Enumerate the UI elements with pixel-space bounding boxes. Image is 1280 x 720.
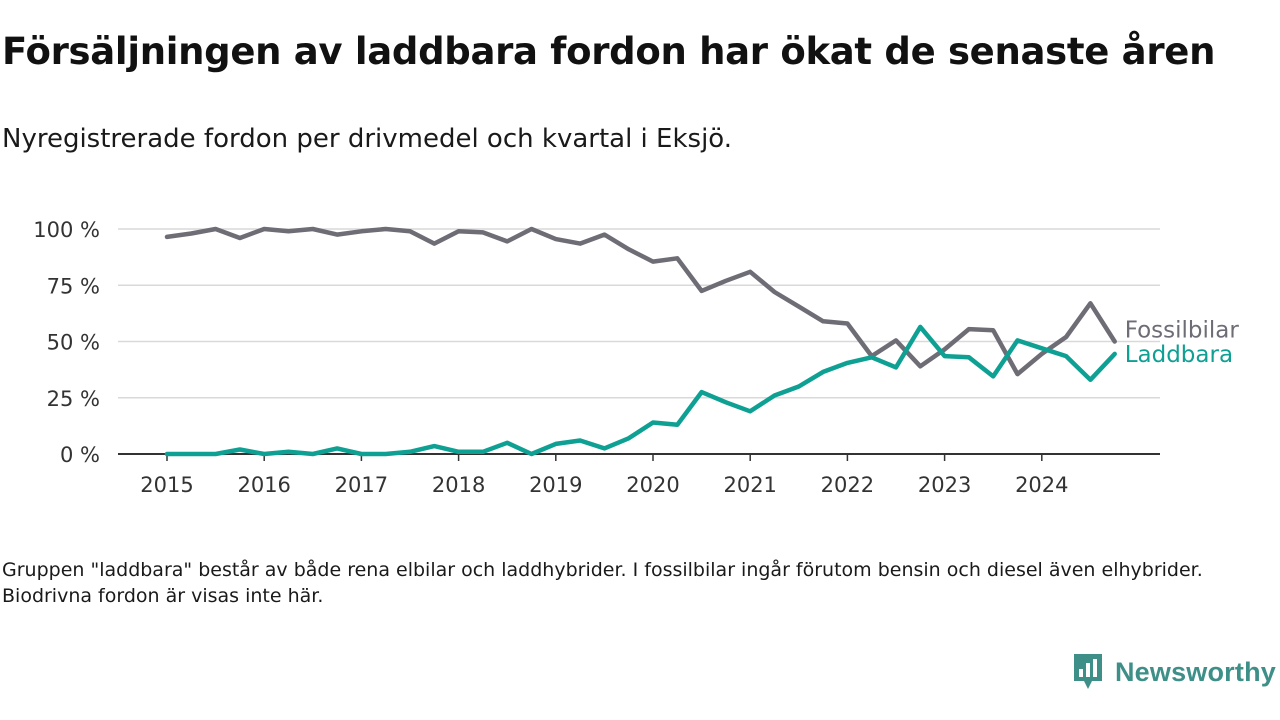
x-tick-label: 2018: [432, 473, 485, 497]
series-lines: [164, 226, 1117, 457]
x-tick-label: 2015: [140, 473, 193, 497]
series-line-laddbara: [164, 324, 1117, 457]
footnote: Gruppen "laddbara" består av både rena e…: [2, 559, 1203, 607]
grid-lines: [118, 228, 1160, 455]
x-tick-label: 2020: [626, 473, 679, 497]
series-line-fossilbilar: [164, 226, 1117, 377]
series-label-laddbara: Laddbara: [1125, 342, 1233, 368]
chart-subtitle: Nyregistrerade fordon per drivmedel och …: [2, 124, 733, 154]
x-tick-label: 2019: [529, 473, 582, 497]
x-tick-label: 2016: [237, 473, 290, 497]
x-tick-label: 2021: [723, 473, 776, 497]
y-tick-label: 50 %: [47, 331, 100, 355]
chart-title: Försäljningen av laddbara fordon har öka…: [2, 30, 1216, 73]
y-tick-label: 100 %: [33, 218, 100, 242]
y-tick-label: 25 %: [47, 387, 100, 411]
x-tick-label: 2024: [1015, 473, 1068, 497]
x-tick-label: 2022: [821, 473, 874, 497]
x-tick-label: 2017: [335, 473, 388, 497]
y-tick-label: 75 %: [47, 274, 100, 298]
y-tick-label: 0 %: [60, 443, 100, 467]
series-label-fossilbilar: Fossilbilar: [1125, 318, 1240, 344]
y-axis-ticks: 0 % 25 % 50 % 75 % 100 %: [33, 218, 100, 467]
brand-name: Newsworthy: [1114, 656, 1276, 687]
newsworthy-logo-icon: [1073, 654, 1102, 689]
x-tick-label: 2023: [918, 473, 971, 497]
x-axis-ticks: 2015 2016 2017 2018 2019 2020 2021 2022 2023 2024: [140, 454, 1069, 497]
brand[interactable]: Newsworthy: [1071, 652, 1276, 692]
